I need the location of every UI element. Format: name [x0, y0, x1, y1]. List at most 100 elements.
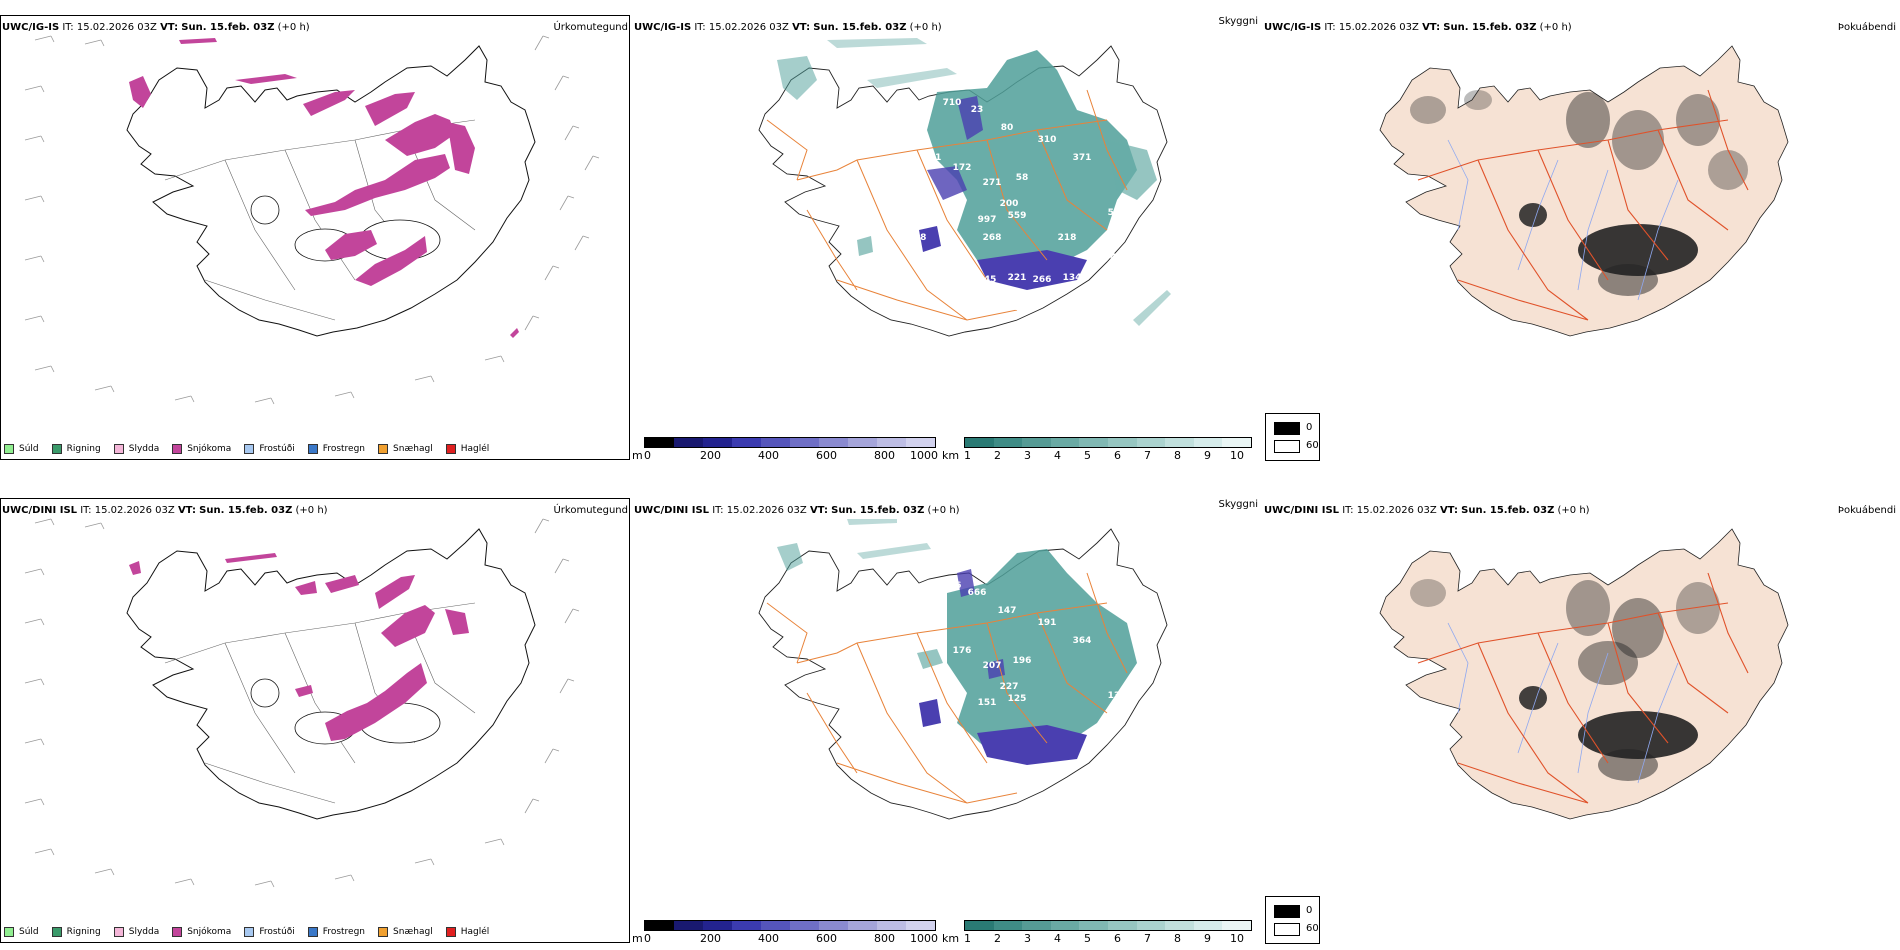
legend-item-slydda: Slydda [113, 444, 159, 454]
visibility-tick: 2 [994, 449, 1001, 462]
it-value: 15.02.2026 03Z [726, 505, 807, 516]
panel-title: Þokuábendi [1837, 22, 1896, 33]
colorbar-segment [703, 921, 732, 930]
cloudbase-value-label: 80 [1001, 123, 1014, 133]
vt-value: Sun. 15.feb. 03Z [813, 22, 907, 33]
snow-areas [129, 553, 469, 741]
legend-item-slydda: Slydda [113, 927, 159, 937]
fog-panel: UWC/IG-IS IT: 15.02.2026 03Z VT: Sun. 15… [1262, 0, 1900, 465]
fog-roads [1417, 572, 1749, 804]
colorbar-segment [877, 438, 906, 447]
lead-time: (+0 h) [277, 22, 310, 33]
panel-title: Úrkomutegund [553, 22, 628, 33]
cloudbase-value-label: 371 [1073, 153, 1092, 163]
colorbar-segment [848, 438, 877, 447]
panel-frame [0, 15, 630, 460]
legend-swatch [445, 444, 456, 454]
cloudbase-value-label: 133 [918, 676, 937, 686]
cloudbase-value-label: 559 [1008, 211, 1027, 221]
cloudbase-value-label: 476 [1008, 303, 1027, 313]
cloudbase-value-label: 58 [1016, 173, 1029, 183]
model-name: UWC/DINI ISL [2, 505, 78, 516]
cloudbase-value-label: 131 [1108, 691, 1127, 701]
cloudbase-value-label: 191 [1038, 618, 1057, 628]
cloudbase-value-label: 997 [978, 215, 997, 225]
legend-swatch [172, 444, 183, 454]
colorbar-segment [1136, 921, 1166, 930]
visibility-tick: 9 [1204, 449, 1211, 462]
visibility-tick: 6 [1114, 449, 1121, 462]
colorbar-segment [1079, 438, 1108, 447]
visibility-tick: 6 [1114, 932, 1121, 945]
it-label: IT: [694, 22, 706, 33]
legend-item-haglel: Haglél [445, 927, 489, 937]
legend-item-frostregn: Frostregn [307, 444, 366, 454]
legend-swatch [378, 444, 389, 454]
legend-item-sudl: Súld [4, 444, 39, 454]
cloudbase-value-label: 266 [1033, 275, 1052, 285]
lead-time: (+0 h) [1539, 22, 1572, 33]
visibility-bar [964, 437, 1252, 448]
cloudbase-value-label: 218 [1058, 233, 1077, 243]
vt-label: VT: [809, 505, 828, 516]
fog-dark-areas [1410, 579, 1720, 781]
cloudbase-value-label: 147 [998, 606, 1017, 616]
cloudbase-value-label: 196 [1013, 656, 1032, 666]
legend-swatch [113, 444, 124, 454]
colorbar-segment [732, 438, 761, 447]
panel-title: Þokuábendi [1837, 505, 1896, 516]
visibility-tick: 8 [1174, 449, 1181, 462]
visibility-unit: km [942, 449, 960, 462]
panel-frame [0, 498, 630, 943]
legend-item-sudl: Súld [4, 927, 39, 937]
visibility-tick: 5 [1084, 932, 1091, 945]
fog-dark-areas [1410, 90, 1748, 296]
colorbar-segment [848, 921, 877, 930]
colorbar-segment [965, 921, 994, 930]
legend-item-frostregn: Frostregn [307, 927, 366, 937]
colorbar-segment [645, 921, 674, 930]
vt-value: Sun. 15.feb. 03Z [1443, 22, 1537, 33]
cloudbase-value-label: 227 [1000, 682, 1019, 692]
colorbar-segment [674, 921, 703, 930]
legend-item-snaehagl: Snæhagl [378, 444, 433, 454]
colorbar-segment [1222, 438, 1251, 447]
visibility-tick: 9 [1204, 932, 1211, 945]
fog-legend: 0 60 [1265, 413, 1320, 461]
panel-title: Skyggni [1218, 499, 1258, 510]
visibility-tick: 5 [1084, 449, 1091, 462]
legend-label: Frostregn [322, 444, 366, 454]
legend-swatch [244, 927, 255, 937]
wind-barbs [24, 518, 580, 888]
colorbar-segment [1022, 921, 1051, 930]
visibility-unit: km [942, 932, 960, 945]
cloudbase-tick: 400 [758, 449, 779, 462]
colorbar-segment [790, 438, 819, 447]
legend-label: Frostregn [322, 927, 366, 937]
colorbar-segment [703, 438, 732, 447]
legend-swatch [113, 927, 124, 937]
cloudbase-value-label: 310 [1038, 135, 1057, 145]
legend-swatch [4, 444, 14, 454]
colorbar-segment [906, 921, 935, 930]
cloudbase-value-label: 207 [983, 661, 1002, 671]
colorbar-segment [1022, 438, 1051, 447]
visibility-panel: UWC/DINI ISL IT: 15.02.2026 03Z VT: Sun.… [632, 483, 1262, 948]
roads-lines [164, 119, 476, 321]
legend-label: Haglél [460, 444, 490, 454]
legend-label: Frostúði [259, 927, 295, 937]
forecast-row-ig-is: UWC/IG-IS IT: 15.02.2026 03Z VT: Sun. 15… [0, 0, 1900, 465]
cloudbase-value-label: 172 [953, 163, 972, 173]
cloudbase-bar [644, 920, 936, 931]
colorbar-segment [1079, 921, 1108, 930]
cloudbase-unit: m [632, 932, 643, 945]
fog-map [1379, 528, 1789, 820]
cloudbase-value-label: 271 [983, 178, 1002, 188]
cloudbase-value-label: 121 [923, 153, 942, 163]
visibility-tick: 7 [1144, 932, 1151, 945]
colorbar-segment [819, 438, 848, 447]
fog-rivers [1447, 139, 1679, 301]
legend-item-rigning: Rigning [51, 927, 101, 937]
legend-swatch [378, 927, 389, 937]
cloudbase-tick: 1000 [910, 449, 938, 462]
